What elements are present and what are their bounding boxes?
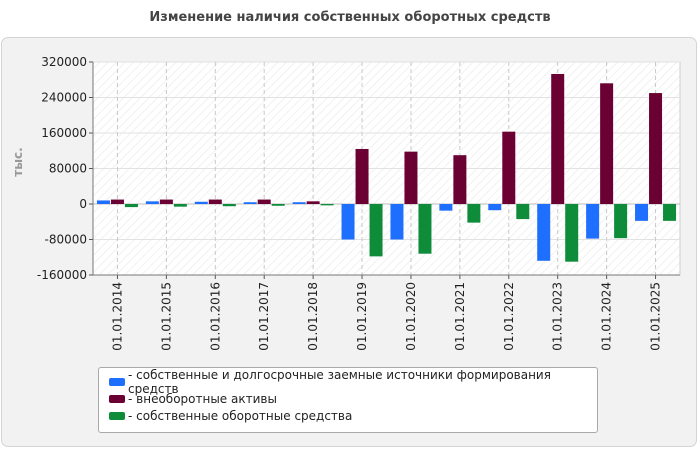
bar-3 — [614, 204, 628, 239]
bar-3 — [173, 204, 187, 207]
bar-3 — [320, 204, 334, 206]
chart-title: Изменение наличия собственных оборотных … — [149, 10, 551, 25]
legend-item: - внеоборотные активы — [109, 390, 597, 407]
bar-3 — [516, 204, 530, 220]
bar-1 — [635, 204, 649, 221]
bar-2 — [453, 155, 467, 204]
y-tick-label: 320000 — [41, 55, 87, 69]
x-tick-label: 01.01.2023 — [551, 282, 565, 351]
legend-label: - внеоборотные активы — [128, 391, 277, 406]
bar-3 — [467, 204, 481, 223]
bar-2 — [355, 148, 369, 204]
y-tick-label: -160000 — [37, 268, 87, 282]
bar-3 — [565, 204, 579, 262]
bar-1 — [194, 201, 208, 204]
bar-3 — [369, 204, 383, 257]
bar-3 — [222, 204, 236, 207]
legend-label: - собственные оборотные средства — [128, 408, 353, 423]
legend-item: - собственные оборотные средства — [109, 407, 597, 424]
bar-1 — [439, 204, 453, 211]
x-tick-label: 01.01.2024 — [600, 282, 614, 351]
x-tick-label: 01.01.2015 — [159, 282, 173, 351]
x-tick-label: 01.01.2020 — [404, 282, 418, 351]
bar-1 — [537, 204, 551, 261]
y-tick-label: 160000 — [41, 126, 87, 140]
bar-2 — [257, 199, 271, 204]
x-tick-label: 01.01.2018 — [306, 282, 320, 351]
bar-3 — [124, 204, 138, 208]
bar-2 — [600, 83, 614, 204]
bar-2 — [502, 131, 516, 204]
bar-1 — [341, 204, 355, 240]
bar-3 — [663, 204, 677, 221]
legend-swatch — [109, 377, 125, 386]
legend-label: - собственные и долгосрочные заемные ист… — [128, 367, 551, 396]
bar-2 — [306, 201, 320, 204]
y-tick-label: 240000 — [41, 91, 87, 105]
legend-item: - собственные и долгосрочные заемные ист… — [109, 368, 597, 396]
x-tick-label: 01.01.2019 — [355, 282, 369, 351]
y-tick-label: 80000 — [49, 162, 87, 176]
bar-1 — [390, 204, 404, 240]
bar-2 — [208, 199, 222, 204]
bar-2 — [110, 199, 124, 204]
bar-1 — [145, 201, 159, 204]
y-tick-label: 0 — [79, 197, 87, 211]
x-tick-label: 01.01.2022 — [502, 282, 516, 351]
bar-1 — [292, 202, 306, 204]
legend: - собственные и долгосрочные заемные ист… — [98, 367, 598, 433]
legend-swatch — [109, 411, 125, 420]
bar-1 — [488, 204, 502, 211]
bar-2 — [551, 73, 565, 204]
x-tick-label: 01.01.2021 — [453, 282, 467, 351]
bar-2 — [649, 93, 663, 204]
legend-swatch — [109, 394, 125, 403]
bar-1 — [586, 204, 600, 239]
bar-2 — [159, 199, 173, 204]
bar-3 — [418, 204, 432, 254]
y-tick-label: -80000 — [44, 233, 87, 247]
bar-1 — [96, 200, 110, 204]
x-tick-label: 01.01.2014 — [110, 282, 124, 351]
x-tick-label: 01.01.2025 — [649, 282, 663, 351]
y-axis-label: тыс. — [11, 147, 25, 176]
x-tick-label: 01.01.2017 — [257, 282, 271, 351]
bar-2 — [404, 151, 418, 204]
bar-3 — [271, 204, 285, 206]
x-tick-label: 01.01.2016 — [208, 282, 222, 351]
bar-1 — [243, 202, 257, 204]
